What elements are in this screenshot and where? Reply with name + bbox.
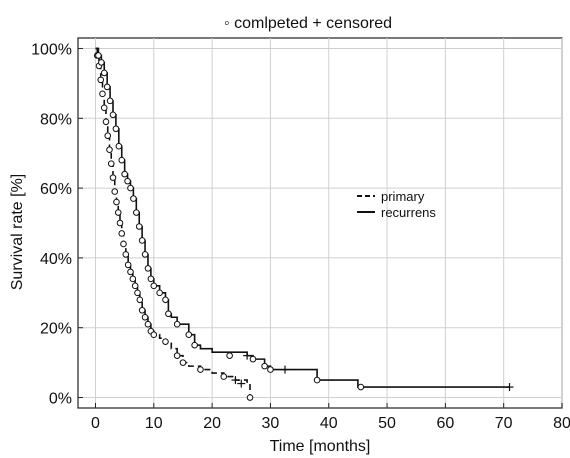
- completed-marker-recurrens: [124, 177, 131, 185]
- series-line-recurrens: [95, 47, 510, 388]
- completed-marker-primary: [124, 261, 132, 269]
- completed-marker-recurrens: [106, 97, 114, 105]
- y-tick-label: 60%: [40, 181, 72, 198]
- completed-marker-primary: [114, 209, 122, 216]
- x-tick-label: 30: [262, 415, 280, 432]
- x-tick-label: 40: [320, 415, 338, 432]
- completed-marker-primary: [122, 251, 130, 258]
- completed-marker-primary: [106, 146, 113, 153]
- completed-marker-primary: [120, 240, 127, 248]
- x-tick-label: 0: [91, 415, 100, 432]
- completed-marker-primary: [116, 219, 124, 227]
- y-tick-label: 100%: [31, 41, 72, 58]
- completed-marker-primary: [150, 331, 158, 338]
- completed-marker-recurrens: [150, 282, 158, 290]
- legend-label-primary: primary: [381, 189, 425, 204]
- completed-marker-recurrens: [165, 310, 172, 318]
- y-tick-label: 20%: [40, 321, 72, 338]
- completed-marker-primary: [109, 174, 117, 181]
- plot-frame: [77, 37, 563, 409]
- completed-marker-recurrens: [103, 83, 111, 91]
- completed-marker-recurrens: [121, 170, 128, 178]
- completed-marker-recurrens: [249, 355, 257, 363]
- completed-marker-primary: [97, 76, 105, 84]
- series-lines: [95, 47, 510, 398]
- completed-marker-primary: [141, 313, 149, 321]
- completed-marker-primary: [111, 188, 119, 195]
- completed-marker-recurrens: [98, 59, 105, 66]
- completed-marker-primary: [131, 282, 139, 290]
- chart-title: ◦ comlpeted + censored: [224, 15, 392, 32]
- plot-frame-group: [77, 37, 563, 409]
- completed-marker-primary: [127, 268, 134, 276]
- completed-marker-primary: [246, 394, 254, 401]
- completed-marker-recurrens: [191, 341, 198, 349]
- x-axis-ticks: 0 10 20 30 40 50 60 70 80: [91, 403, 570, 432]
- completed-marker-primary: [118, 230, 126, 237]
- x-tick-label: 80: [553, 415, 570, 432]
- completed-marker-primary: [220, 373, 228, 380]
- completed-marker-primary: [99, 90, 106, 98]
- completed-marker-primary: [100, 104, 108, 112]
- gridlines: [78, 38, 563, 408]
- legend-item-recurrens: recurrens: [357, 205, 436, 220]
- y-tick-label: 40%: [40, 251, 72, 268]
- completed-marker-primary: [162, 338, 169, 345]
- completed-marker-recurrens: [313, 376, 321, 384]
- completed-marker-recurrens: [261, 362, 268, 370]
- completed-marker-primary: [179, 359, 187, 366]
- completed-marker-recurrens: [112, 125, 120, 133]
- completed-marker-recurrens: [100, 69, 108, 77]
- completed-marker-recurrens: [138, 237, 146, 244]
- completed-marker-recurrens: [147, 275, 155, 283]
- completed-marker-recurrens: [141, 251, 149, 258]
- series-line-primary: [95, 47, 251, 398]
- completed-marker-recurrens: [173, 320, 181, 328]
- x-tick-label: 60: [436, 415, 454, 432]
- completed-marker-recurrens: [133, 209, 140, 216]
- completed-marker-primary: [173, 352, 181, 359]
- legend-item-primary: primary: [357, 189, 425, 204]
- completed-marker-recurrens: [130, 195, 137, 202]
- x-tick-label: 20: [203, 415, 221, 432]
- completed-marker-recurrens: [95, 52, 102, 59]
- y-axis-ticks: 0% 20% 40% 60% 80% 100%: [31, 41, 83, 408]
- x-tick-label: 50: [378, 415, 396, 432]
- completed-marker-primary: [104, 132, 112, 140]
- completed-marker-primary: [129, 275, 137, 283]
- completed-marker-primary: [136, 296, 144, 304]
- y-tick-label: 80%: [40, 111, 72, 128]
- x-tick-label: 10: [145, 415, 163, 432]
- x-tick-label: 70: [495, 415, 513, 432]
- completed-marker-primary: [134, 289, 141, 297]
- completed-marker-recurrens: [135, 223, 143, 230]
- completed-marker-recurrens: [226, 352, 233, 359]
- completed-marker-recurrens: [115, 142, 123, 150]
- y-tick-label: 0%: [49, 391, 72, 408]
- completed-marker-primary: [138, 306, 146, 314]
- completed-marker-recurrens: [109, 111, 117, 119]
- completed-marker-recurrens: [156, 289, 163, 297]
- completed-marker-recurrens: [162, 296, 169, 304]
- completed-marker-recurrens: [357, 383, 365, 391]
- legend-label-recurrens: recurrens: [381, 205, 436, 220]
- completed-marker-recurrens: [185, 331, 193, 338]
- x-axis-label: Time [months]: [270, 438, 371, 455]
- completed-marker-recurrens: [127, 184, 134, 192]
- completed-marker-recurrens: [144, 265, 152, 272]
- completed-marker-primary: [113, 198, 120, 206]
- completed-marker-primary: [197, 366, 204, 373]
- completed-marker-primary: [144, 320, 152, 328]
- y-axis-label: Survival rate [%]: [9, 174, 26, 290]
- series-markers: [93, 52, 514, 401]
- completed-marker-recurrens: [118, 156, 126, 164]
- legend: primary recurrens: [357, 189, 436, 220]
- completed-marker-recurrens: [267, 366, 274, 373]
- completed-marker-primary: [102, 118, 110, 126]
- completed-marker-primary: [107, 160, 115, 167]
